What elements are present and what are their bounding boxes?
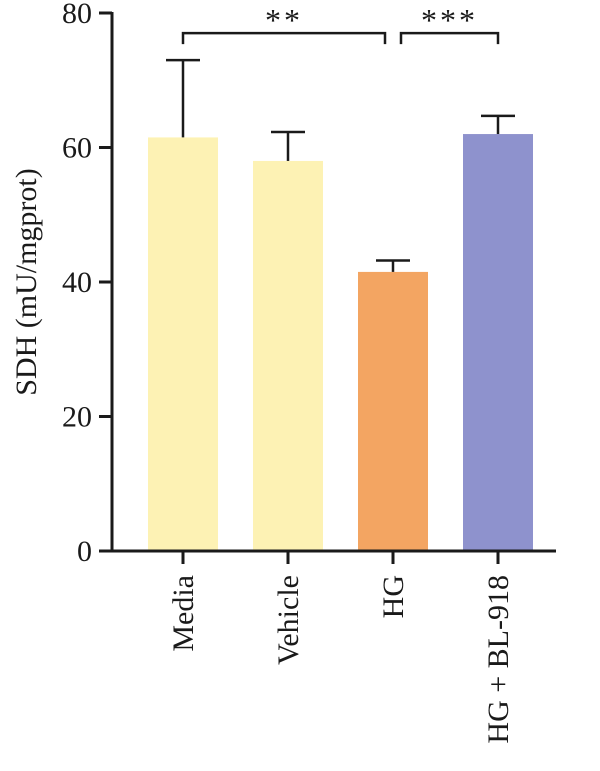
- error-bar: [166, 58, 200, 138]
- y-tick-labels: 0 20 40 60 80: [62, 0, 92, 568]
- bars: [148, 134, 533, 552]
- y-tick-label: 40: [62, 266, 92, 299]
- bar-hg-bl-918: [463, 134, 533, 552]
- axes: [99, 11, 556, 564]
- x-category-label: Media: [167, 575, 200, 652]
- y-tick-label: 0: [77, 535, 92, 568]
- y-axis-title: SDH (mU/mgprot): [10, 168, 43, 396]
- significance-label: ***: [421, 2, 478, 38]
- x-category-label: Vehicle: [272, 575, 305, 665]
- error-bar: [271, 130, 305, 161]
- x-category-label: HG + BL-918: [482, 575, 515, 744]
- significance-label: **: [265, 2, 303, 38]
- y-tick-label: 80: [62, 0, 92, 30]
- x-category-label: HG: [377, 575, 410, 618]
- error-bar: [481, 114, 515, 135]
- significance-bracket: ***: [399, 2, 500, 45]
- error-bar: [376, 259, 410, 272]
- significance-bracket: **: [181, 2, 387, 45]
- error-bars: [166, 58, 515, 272]
- bar-media: [148, 137, 218, 551]
- bar-hg: [358, 271, 428, 551]
- significance-brackets: ** ***: [181, 2, 500, 45]
- x-category-labels: Media Vehicle HG HG + BL-918: [167, 575, 515, 744]
- y-tick-label: 60: [62, 132, 92, 165]
- bar-vehicle: [253, 160, 323, 551]
- y-tick-label: 20: [62, 401, 92, 434]
